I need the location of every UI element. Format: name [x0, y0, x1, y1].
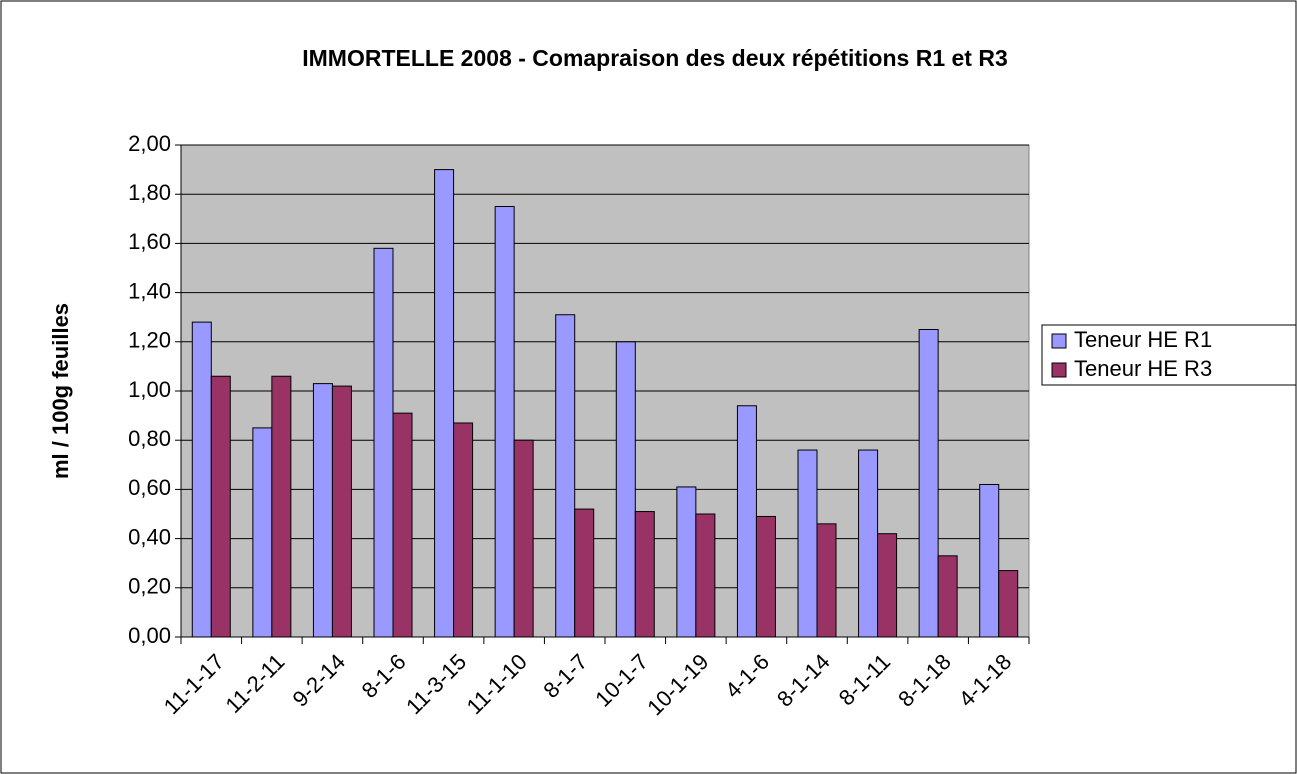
bar	[252, 427, 273, 638]
y-tick-label: 1,40	[128, 278, 171, 303]
bar	[555, 314, 576, 638]
y-tick-label: 1,20	[128, 328, 171, 353]
y-tick-label: 1,80	[128, 180, 171, 205]
bar	[434, 169, 455, 638]
bar	[392, 412, 413, 638]
y-tick-label: 0,80	[128, 426, 171, 451]
bar	[494, 206, 515, 638]
bar	[453, 422, 474, 638]
bar	[574, 508, 595, 638]
y-axis-label: ml / 100g feuilles	[48, 303, 73, 479]
bar	[191, 321, 212, 638]
bar	[816, 523, 837, 638]
y-tick-label: 2,00	[128, 131, 171, 156]
legend-swatch	[1051, 333, 1067, 349]
y-tick-label: 0,40	[128, 524, 171, 549]
bar	[755, 515, 776, 638]
bar	[331, 385, 352, 638]
bar	[979, 483, 1000, 638]
bar	[271, 375, 292, 638]
bar	[210, 375, 231, 638]
legend-box	[1041, 324, 1297, 386]
y-tick-label: 0,20	[128, 574, 171, 599]
bar	[998, 570, 1019, 638]
bar	[695, 513, 716, 638]
bar	[877, 533, 898, 638]
bar	[797, 449, 818, 638]
bar	[918, 329, 939, 638]
y-tick-label: 1,60	[128, 229, 171, 254]
y-tick-label: 0,00	[128, 623, 171, 648]
bar	[513, 439, 534, 638]
bar	[373, 247, 394, 638]
bar	[676, 486, 697, 638]
bar	[858, 449, 879, 638]
y-tick-label: 1,00	[128, 377, 171, 402]
legend-label: Teneur HE R3	[1074, 356, 1212, 381]
bar	[736, 405, 757, 638]
legend-label: Teneur HE R1	[1074, 327, 1212, 352]
bar	[634, 511, 655, 638]
chart-title: IMMORTELLE 2008 - Comapraison des deux r…	[302, 45, 1008, 71]
legend-swatch	[1051, 362, 1067, 378]
bar	[312, 383, 333, 638]
y-tick-label: 0,60	[128, 475, 171, 500]
bar	[615, 341, 636, 638]
bar	[937, 555, 958, 638]
